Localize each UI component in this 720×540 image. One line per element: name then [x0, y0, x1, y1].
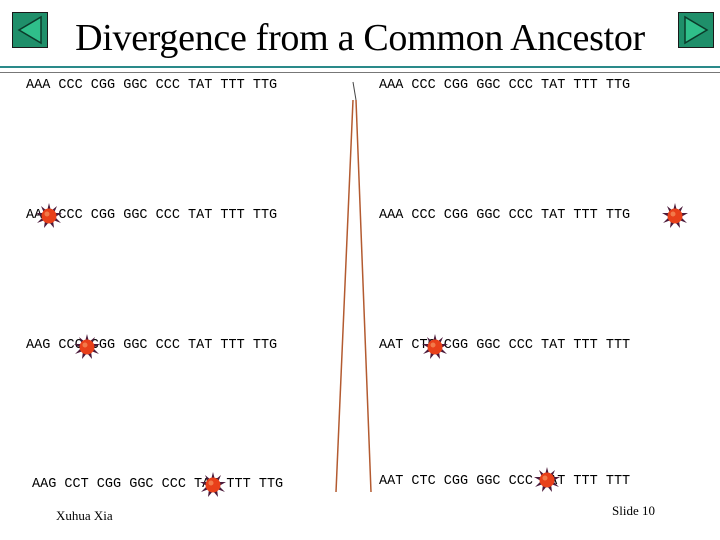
next-slide-button[interactable] — [678, 12, 714, 48]
left-sequence-gen-2: AAA CCC CGG GGC CCC TAT TTT TTG — [26, 208, 278, 223]
mutation-star-icon — [422, 334, 448, 359]
left-sequence-gen-4: AAG CCT CGG GGC CCC TAT TTT TTG — [32, 477, 284, 492]
mutation-star-icon — [36, 203, 62, 228]
left-sequence-gen-1: AAA CCC CGG GGC CCC TAT TTT TTG — [26, 78, 278, 93]
slide-number: Slide 10 — [612, 503, 655, 518]
mutation-star-icon — [534, 467, 560, 492]
right-sequence-gen-1: AAA CCC CGG GGC CCC TAT TTT TTG — [379, 78, 631, 93]
right-sequence-gen-3: AAT CTC CGG GGC CCC TAT TTT TTT — [379, 338, 631, 353]
triangle-left-icon — [17, 15, 42, 45]
previous-slide-button[interactable] — [12, 12, 48, 48]
right-sequence-gen-2: AAA CCC CGG GGC CCC TAT TTT TTG — [379, 208, 631, 223]
title-rule — [0, 66, 720, 68]
author-name: Xuhua Xia — [56, 508, 113, 523]
divergence-line-left — [335, 99, 354, 493]
title-rule-secondary — [0, 72, 720, 73]
mutation-star-icon — [200, 472, 226, 497]
slide-title: Divergence from a Common Ancestor — [75, 17, 645, 59]
triangle-right-icon — [684, 15, 709, 45]
divergence-stem — [352, 81, 357, 101]
divergence-line-right — [355, 99, 372, 493]
right-sequence-gen-4: AAT CTC CGG GGC CCC TAT TTT TTT — [379, 474, 631, 489]
mutation-star-icon — [74, 334, 100, 359]
left-sequence-gen-3: AAG CCC CGG GGC CCC TAT TTT TTG — [26, 338, 278, 353]
mutation-star-icon — [662, 203, 688, 228]
